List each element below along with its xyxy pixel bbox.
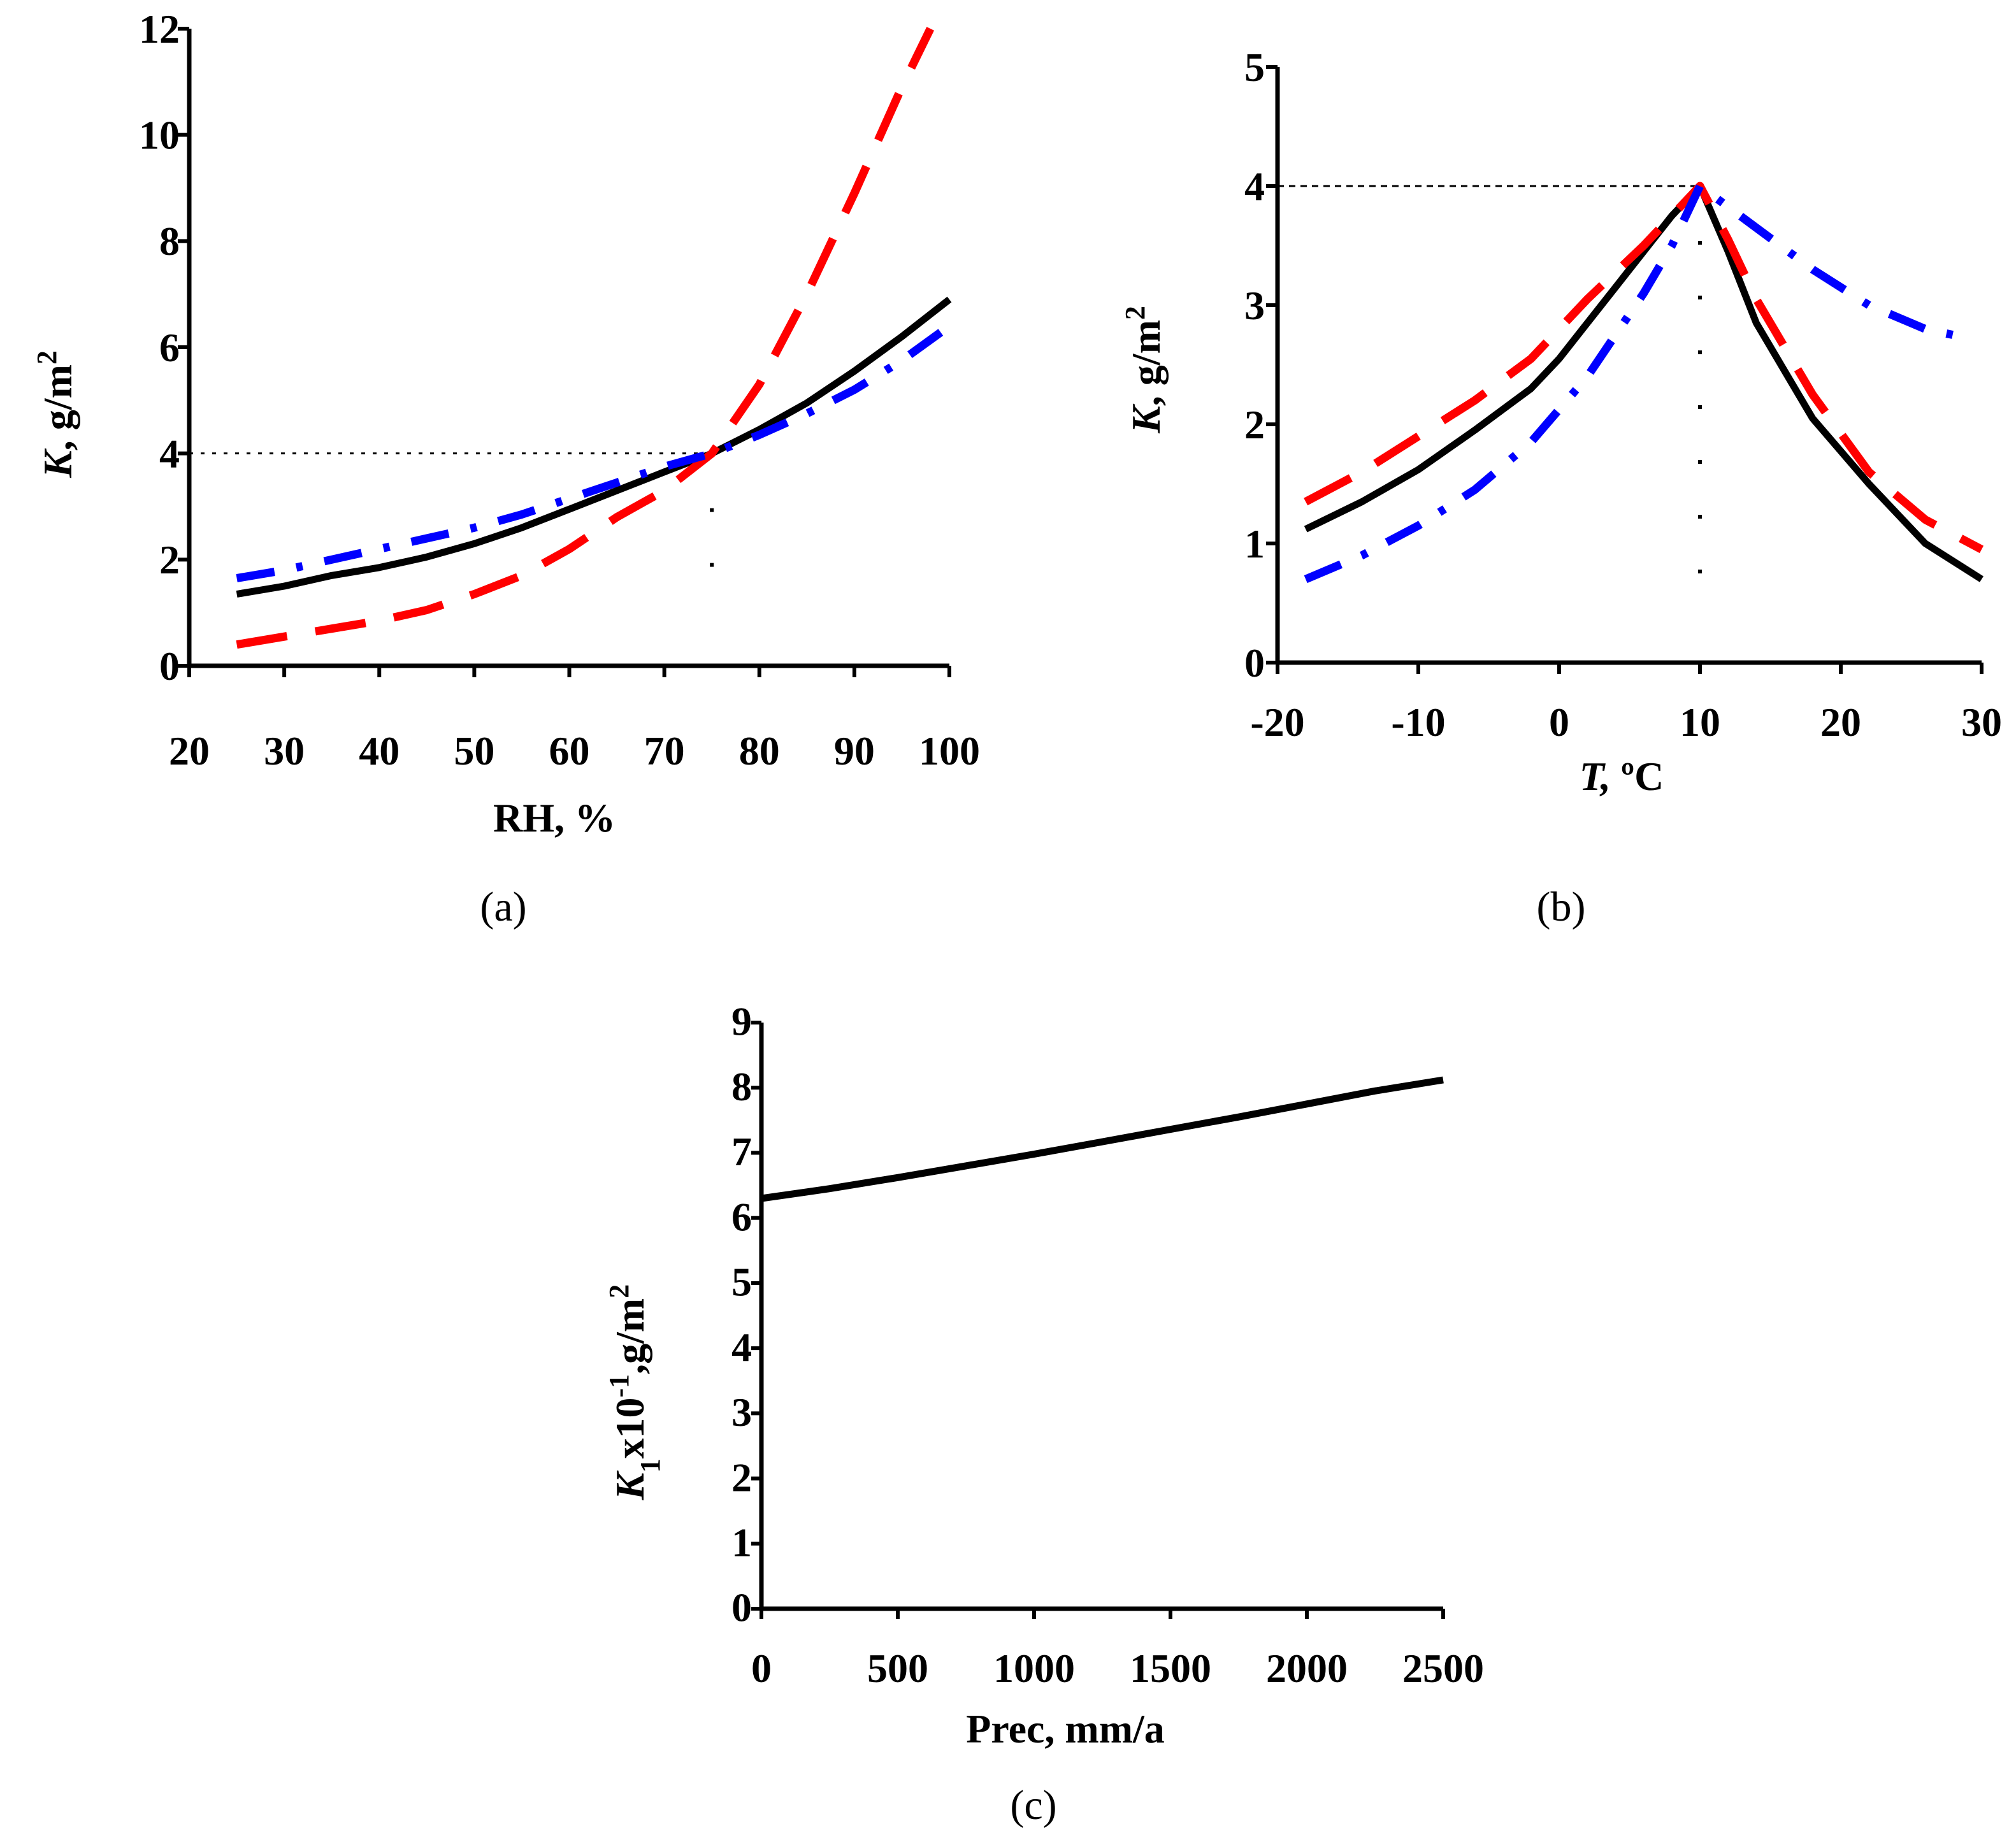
chart-a-series-red-line bbox=[236, 27, 935, 649]
chart-a-panel-label: (a) bbox=[480, 884, 526, 930]
chart-c-y-axis-label: K1x10-1,g/m2 bbox=[603, 1284, 666, 1500]
chart-c-series-black-line bbox=[761, 1076, 1444, 1202]
chart-b-x-tick-label: 20 bbox=[1820, 700, 1861, 745]
chart-c-y-tick-label: 1 bbox=[731, 1520, 752, 1565]
chart-a-y-tick-label: 4 bbox=[159, 431, 180, 476]
chart-a-tick-labels: 20 30 40 50 60 70 80 90 100 0 2 4 6 8 10 12 bbox=[139, 6, 980, 773]
chart-a-x-axis-label: RH, % bbox=[493, 795, 616, 840]
chart-b-x-tick-label: 30 bbox=[1961, 700, 2002, 745]
chart-a-y-axis-label-unit: , g/m bbox=[35, 364, 80, 450]
chart-b-x-axis-label-var: T, bbox=[1580, 754, 1611, 799]
chart-a-x-tick-label: 20 bbox=[169, 728, 210, 773]
chart-b-reference-lines bbox=[1278, 185, 1702, 615]
chart-a-x-tick-label: 50 bbox=[454, 728, 494, 773]
chart-c-x-tick-label: 1500 bbox=[1130, 1646, 1211, 1691]
chart-b-tick-labels: -20 -10 0 10 20 30 0 1 2 3 4 5 bbox=[1244, 45, 2002, 745]
chart-c-x-axis-label: Prec, mm/a bbox=[966, 1706, 1165, 1751]
chart-b-y-tick-label: 0 bbox=[1244, 640, 1265, 686]
chart-a: 20 30 40 50 60 70 80 90 100 0 2 4 6 8 10 12 RH, % K, g/… bbox=[31, 6, 981, 930]
chart-b-series-blue-line bbox=[1304, 182, 1955, 584]
chart-b-y-tick-label: 3 bbox=[1244, 283, 1265, 328]
chart-c-y-axis-label-unit: ,g/m bbox=[607, 1298, 652, 1374]
chart-c-series bbox=[761, 1076, 1444, 1202]
chart-b-y-axis-label: K, g/m2 bbox=[1120, 306, 1169, 434]
chart-b-y-tick-label: 5 bbox=[1244, 45, 1265, 90]
chart-b-series-black-line bbox=[1304, 182, 1984, 582]
chart-c-y-tick-label: 8 bbox=[731, 1064, 752, 1109]
chart-b-y-tick-label: 2 bbox=[1244, 402, 1265, 447]
chart-c: 0 500 1000 1500 2000 2500 0 1 2 3 4 5 6 7 8 9 Prec, mm/… bbox=[603, 999, 1485, 1829]
chart-b-x-tick-label: 10 bbox=[1680, 700, 1720, 745]
chart-a-x-tick-label: 70 bbox=[644, 728, 685, 773]
chart-c-y-tick-label: 7 bbox=[731, 1129, 752, 1174]
chart-c-y-axis-label-var: K bbox=[607, 1470, 652, 1500]
chart-a-series-black-line bbox=[236, 296, 952, 598]
chart-b-y-tick-label: 4 bbox=[1244, 164, 1265, 209]
chart-c-y-tick-label: 2 bbox=[731, 1455, 752, 1500]
chart-b-y-tick-label: 1 bbox=[1244, 521, 1265, 566]
chart-a-x-tick-label: 30 bbox=[264, 728, 305, 773]
chart-c-axes bbox=[751, 1021, 1445, 1619]
chart-c-y-tick-label: 3 bbox=[731, 1390, 752, 1435]
chart-b-series bbox=[1304, 182, 1984, 584]
chart-a-series bbox=[236, 27, 952, 649]
chart-a-y-tick-label: 2 bbox=[159, 537, 180, 582]
chart-a-y-tick-label: 10 bbox=[139, 112, 180, 157]
chart-b-panel-label: (b) bbox=[1537, 884, 1586, 930]
chart-b-x-tick-label: -10 bbox=[1391, 700, 1445, 745]
chart-c-x-tick-label: 2000 bbox=[1266, 1646, 1348, 1691]
chart-a-y-axis-label: K, g/m2 bbox=[31, 350, 81, 478]
chart-c-x-tick-label: 0 bbox=[751, 1646, 772, 1691]
chart-c-x-tick-label: 1000 bbox=[993, 1646, 1075, 1691]
chart-b-x-tick-label: 0 bbox=[1549, 700, 1569, 745]
chart-a-x-tick-label: 40 bbox=[359, 728, 400, 773]
chart-c-y-axis-label-sub: 1 bbox=[635, 1459, 666, 1473]
chart-a-x-tick-label: 80 bbox=[739, 728, 780, 773]
chart-c-x-tick-label: 500 bbox=[867, 1646, 928, 1691]
chart-c-y-tick-label: 4 bbox=[731, 1325, 752, 1370]
chart-a-y-axis-label-sup: 2 bbox=[31, 350, 62, 364]
chart-b-series-red-line bbox=[1304, 182, 1984, 554]
chart-c-y-axis-label-sup1: -1 bbox=[603, 1374, 635, 1398]
chart-b-y-axis-label-sup: 2 bbox=[1120, 306, 1151, 320]
chart-a-y-axis-label-var: K bbox=[35, 448, 80, 478]
chart-c-y-axis-label-sup2: 2 bbox=[603, 1284, 635, 1298]
chart-c-y-axis-label-mid: x10 bbox=[607, 1398, 652, 1459]
chart-c-y-tick-label: 0 bbox=[731, 1585, 752, 1630]
chart-b-x-axis-label: T, ºC bbox=[1580, 754, 1664, 799]
chart-c-y-tick-label: 6 bbox=[731, 1194, 752, 1239]
chart-a-x-tick-label: 100 bbox=[919, 728, 980, 773]
chart-b-x-tick-label: -20 bbox=[1250, 700, 1304, 745]
chart-b-x-axis-label-unit: ºC bbox=[1611, 754, 1664, 799]
chart-c-tick-labels: 0 500 1000 1500 2000 2500 0 1 2 3 4 5 6 7 8 9 bbox=[731, 999, 1484, 1691]
chart-a-y-tick-label: 6 bbox=[159, 325, 180, 370]
chart-b-axes bbox=[1266, 65, 1984, 674]
chart-a-series-blue-line bbox=[236, 322, 952, 582]
chart-a-x-tick-label: 90 bbox=[834, 728, 875, 773]
chart-a-y-tick-label: 0 bbox=[159, 643, 180, 689]
chart-a-y-tick-label: 12 bbox=[139, 6, 180, 52]
chart-a-y-tick-label: 8 bbox=[159, 219, 180, 264]
chart-b-y-axis-label-unit: , g/m bbox=[1123, 320, 1169, 406]
chart-a-x-tick-label: 60 bbox=[549, 728, 590, 773]
chart-b-y-axis-label-var: K bbox=[1123, 403, 1169, 434]
chart-c-x-tick-label: 2500 bbox=[1402, 1646, 1484, 1691]
chart-c-y-tick-label: 5 bbox=[731, 1260, 752, 1305]
chart-a-axes bbox=[178, 27, 951, 677]
chart-c-y-tick-label: 9 bbox=[731, 999, 752, 1044]
chart-c-panel-label: (c) bbox=[1010, 1782, 1056, 1829]
